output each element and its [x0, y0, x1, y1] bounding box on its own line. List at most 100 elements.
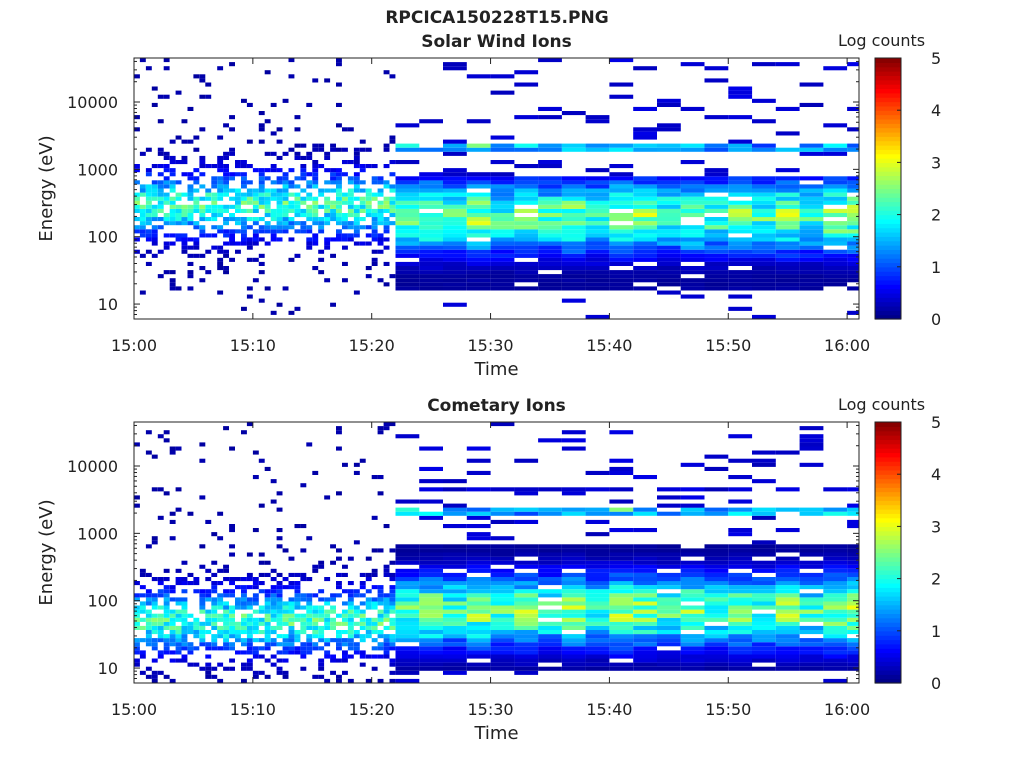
heatmap-cell	[187, 572, 194, 577]
heatmap-cell	[443, 548, 467, 553]
heatmap-cell	[799, 434, 824, 439]
heatmap-cell	[728, 589, 753, 594]
heatmap-cell	[538, 241, 562, 246]
heatmap-cell	[383, 609, 390, 614]
heatmap-cell	[466, 184, 491, 189]
heatmap-cell	[752, 605, 776, 610]
heatmap-cell	[823, 654, 848, 659]
heatmap-cell	[752, 601, 776, 606]
heatmap-cell	[175, 233, 182, 238]
heatmap-cell	[169, 625, 176, 630]
heatmap-cell	[395, 650, 420, 655]
heatmap-cell	[752, 552, 776, 557]
heatmap-cell	[799, 625, 824, 630]
heatmap-cell	[823, 560, 848, 565]
heatmap-cell	[395, 192, 420, 197]
heatmap-cell	[211, 233, 218, 238]
heatmap-cell	[229, 213, 235, 218]
heatmap-cell	[466, 458, 491, 463]
heatmap-cell	[318, 204, 325, 209]
heatmap-cell	[609, 662, 634, 667]
heatmap-cell	[187, 188, 194, 193]
heatmap-cell	[229, 621, 235, 626]
heatmap-cell	[466, 613, 491, 618]
heatmap-cell	[561, 298, 586, 303]
heatmap-cell	[151, 674, 158, 679]
heatmap-cell	[229, 229, 235, 234]
heatmap-cell	[799, 507, 824, 512]
heatmap-cell	[300, 577, 307, 582]
heatmap-cell	[657, 270, 681, 275]
heatmap-cell	[514, 225, 539, 230]
heatmap-cell	[728, 204, 753, 209]
heatmap-cell	[680, 266, 705, 271]
heatmap-cell	[134, 621, 140, 626]
heatmap-cell	[181, 119, 188, 124]
heatmap-cell	[443, 180, 467, 185]
heatmap-cell	[383, 261, 390, 266]
heatmap-cell	[229, 446, 235, 451]
heatmap-cell	[151, 577, 158, 582]
heatmap-cell	[799, 552, 824, 557]
heatmap-cell	[282, 180, 289, 185]
heatmap-cell	[342, 221, 348, 226]
heatmap-cell	[443, 646, 467, 651]
heatmap-cell	[752, 634, 776, 639]
heatmap-cell	[139, 233, 146, 238]
heatmap-cell	[229, 127, 235, 132]
heatmap-cell	[561, 593, 586, 598]
heatmap-cell	[657, 261, 681, 266]
heatmap-cell	[217, 155, 224, 160]
heatmap-cell	[175, 446, 182, 451]
heatmap-cell	[359, 164, 366, 169]
heatmap-cell	[139, 204, 146, 209]
heatmap-cell	[538, 282, 562, 287]
heatmap-cell	[235, 196, 241, 201]
heatmap-cell	[199, 172, 206, 177]
heatmap-cell	[163, 642, 170, 647]
heatmap-cell	[175, 208, 182, 213]
heatmap-cell	[823, 642, 848, 647]
heatmap-cell	[799, 462, 824, 467]
heatmap-cell	[318, 597, 325, 602]
heatmap-cell	[704, 249, 729, 254]
heatmap-cell	[823, 621, 848, 626]
heatmap-cell	[419, 560, 443, 565]
heatmap-cell	[199, 458, 206, 463]
heatmap-cell	[365, 192, 372, 197]
heatmap-cell	[175, 487, 182, 492]
heatmap-cell	[383, 617, 390, 622]
heatmap-cell	[288, 58, 295, 63]
heatmap-cell	[336, 102, 342, 107]
heatmap-cell	[264, 597, 271, 602]
heatmap-cell	[276, 127, 283, 132]
colorbar-1-label: Log counts	[838, 31, 926, 50]
heatmap-cell	[169, 446, 176, 451]
heatmap-cell	[264, 213, 271, 218]
heatmap-cell	[443, 581, 467, 586]
heatmap-cell	[466, 585, 491, 590]
heatmap-cell	[443, 261, 467, 266]
heatmap-cell	[443, 139, 467, 144]
heatmap-cell	[383, 524, 390, 529]
heatmap-cell	[704, 650, 729, 655]
heatmap-cell	[466, 180, 491, 185]
heatmap-cell	[294, 581, 301, 586]
heatmap-cell	[775, 646, 800, 651]
heatmap-cell	[609, 581, 634, 586]
heatmap-cell	[324, 213, 331, 218]
heatmap-cell	[561, 556, 586, 561]
heatmap-cell	[252, 200, 259, 205]
heatmap-cell	[538, 572, 562, 577]
heatmap-cell	[561, 266, 586, 271]
heatmap-cell	[252, 617, 259, 622]
heatmap-cell	[514, 560, 539, 565]
heatmap-cell	[419, 499, 443, 504]
heatmap-cell	[294, 524, 301, 529]
heatmap-cell	[633, 560, 657, 565]
heatmap-cell	[561, 585, 586, 590]
heatmap-cell	[704, 581, 729, 586]
heatmap-cell	[246, 217, 253, 222]
heatmap-cell	[157, 151, 164, 156]
heatmap-cell	[514, 666, 539, 671]
